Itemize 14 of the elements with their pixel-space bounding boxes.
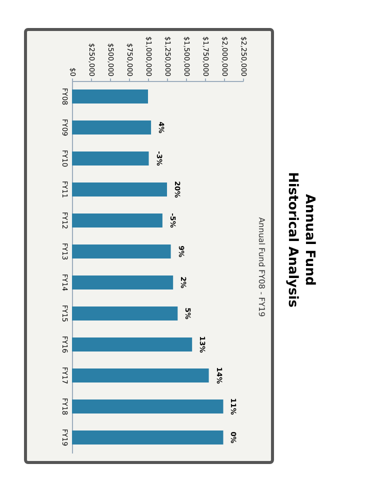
- bar: [72, 306, 178, 320]
- bar: [72, 430, 224, 444]
- bar: [72, 368, 209, 382]
- bar: [72, 276, 174, 290]
- bar: [72, 244, 171, 258]
- bar: [72, 182, 167, 196]
- bar: [72, 214, 162, 228]
- text: Annual Fund Historical Analysis: [284, 171, 318, 310]
- bar: [72, 90, 148, 104]
- bar: [72, 338, 192, 352]
- bar: [72, 120, 152, 134]
- bar: [72, 152, 149, 166]
- bar: [72, 400, 224, 414]
- text: Annual Fund FY08 - FY19: [257, 217, 266, 317]
